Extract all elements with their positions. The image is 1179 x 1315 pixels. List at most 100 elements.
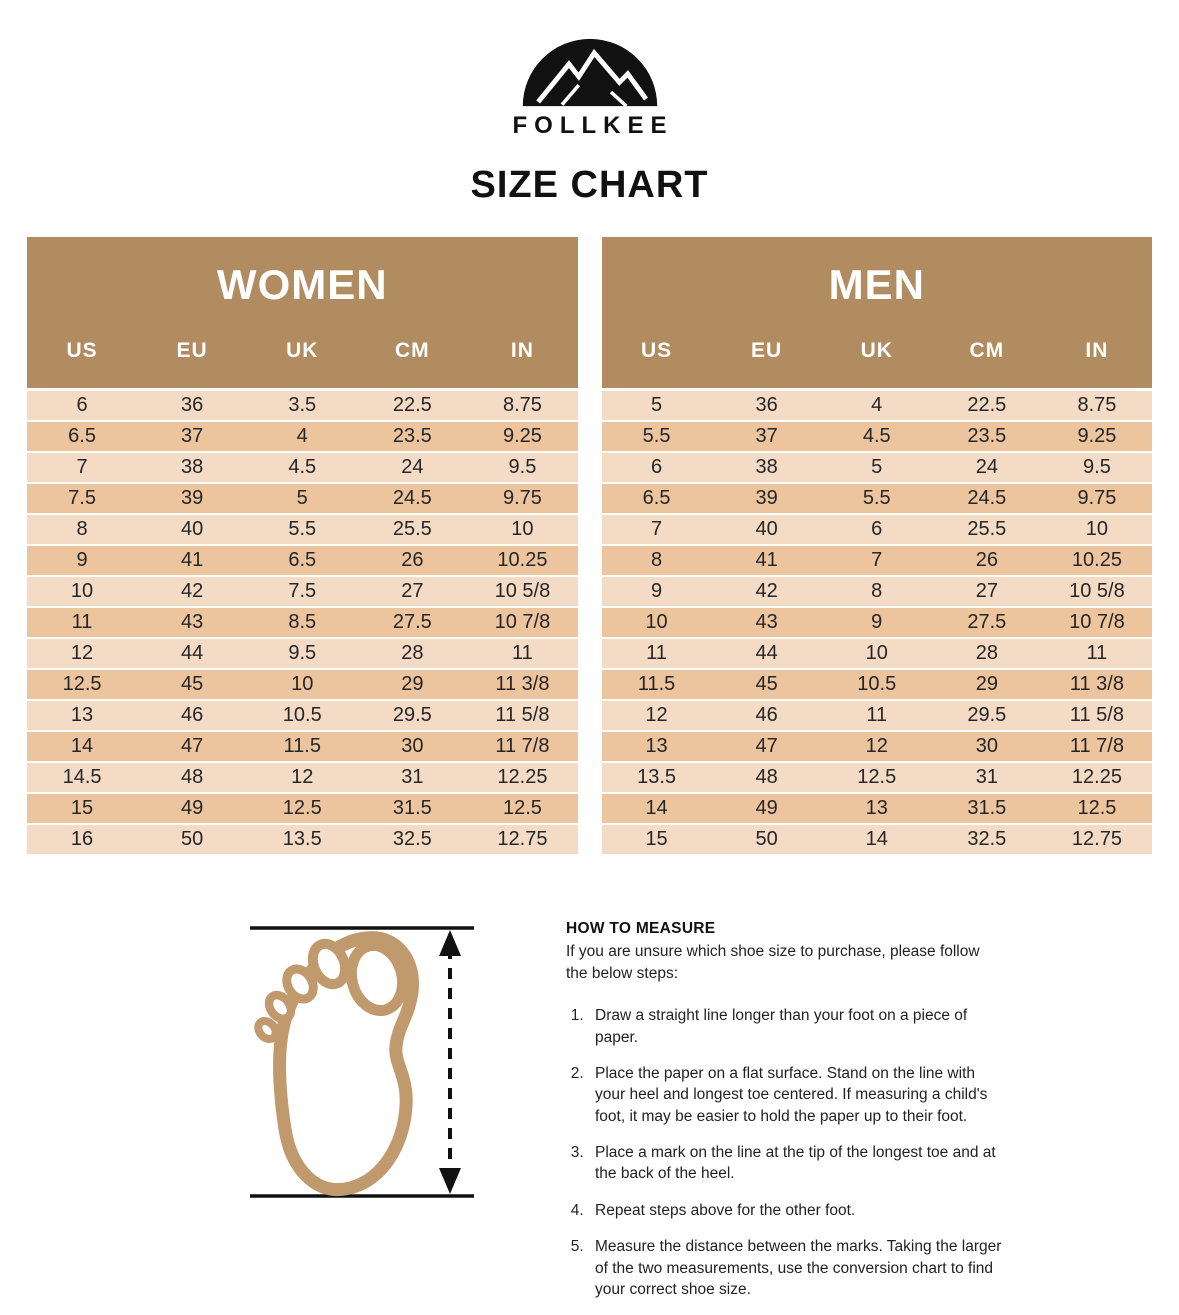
column-headers: US EU UK CM IN: [27, 339, 578, 363]
table-row: 10 42 7.5 27 10 5/8: [27, 577, 578, 606]
table-body: 5 36 4 22.5 8.75 5.5 37 4.5 23.5 9.25 6 38 5 24 9.5 6.5…: [601, 391, 1152, 854]
table-cell: 50: [181, 828, 204, 850]
table-cell: 12: [645, 704, 668, 726]
table-cell: 24.5: [392, 487, 432, 509]
how-to-measure-section: HOW TO MEASURE If you are unsure which s…: [0, 914, 1179, 1315]
table-cell: 4: [871, 394, 883, 416]
table-cell: 22.5: [392, 394, 432, 416]
table-cell: 41: [755, 549, 778, 571]
table-cell: 46: [181, 704, 204, 726]
measure-step: Repeat steps above for the other foot.: [588, 1200, 1002, 1221]
table-title-men: MEN: [828, 261, 925, 308]
table-cell: 12.5: [62, 673, 102, 695]
table-cell: 6: [650, 456, 663, 478]
size-table-women: WOMEN US EU UK CM IN 6 36 3.5 22.5 8.75 6.5 37 4 23.5 9…: [27, 237, 578, 856]
table-cell: 32.5: [967, 828, 1007, 850]
table-cell: 49: [181, 797, 204, 819]
table-row: 11 43 8.5 27.5 10 7/8: [27, 608, 578, 637]
how-to-measure-title: HOW TO MEASURE: [566, 920, 716, 937]
table-row: 6 38 5 24 9.5: [601, 453, 1152, 482]
table-cell: 3.5: [288, 394, 317, 416]
column-header: UK: [860, 339, 893, 362]
table-cell: 27: [975, 580, 998, 602]
table-cell: 10 5/8: [1069, 580, 1125, 602]
table-row: 13.5 48 12.5 31 12.25: [601, 763, 1152, 792]
table-cell: 7: [871, 549, 883, 571]
table-row: 12.5 45 10 29 11 3/8: [27, 670, 578, 699]
table-cell: 29.5: [967, 704, 1007, 726]
table-cell: 31.5: [967, 797, 1007, 819]
header: FOLLKEE SIZE CHART: [0, 0, 1179, 207]
table-cell: 38: [755, 456, 778, 478]
table-row: 13 46 10.5 29.5 11 5/8: [27, 701, 578, 730]
table-cell: 13.5: [637, 766, 677, 788]
table-cell: 27.5: [392, 611, 432, 633]
table-cell: 10.25: [497, 549, 548, 571]
table-cell: 15: [70, 797, 94, 819]
table-cell: 4.5: [862, 425, 891, 447]
table-cell: 8.5: [288, 611, 317, 633]
table-cell: 12.5: [1077, 797, 1117, 819]
table-cell: 37: [181, 425, 204, 447]
table-row: 16 50 13.5 32.5 12.75: [27, 825, 578, 854]
table-cell: 40: [755, 518, 778, 540]
table-cell: 9.25: [502, 425, 542, 447]
table-cell: 5.5: [862, 487, 891, 509]
table-cell: 9: [871, 611, 883, 633]
table-cell: 11: [512, 642, 533, 664]
brand-name: FOLLKEE: [512, 112, 674, 139]
table-cell: 9.75: [502, 487, 542, 509]
table-cell: 29: [401, 673, 424, 695]
table-cell: 6.5: [288, 549, 317, 571]
table-cell: 14: [70, 735, 94, 757]
table-cell: 11.5: [283, 735, 321, 757]
table-cell: 14: [645, 797, 668, 819]
footprint-measure-icon: [250, 926, 474, 1198]
table-cell: 10 7/8: [494, 611, 551, 633]
table-cell: 26: [975, 549, 998, 571]
table-cell: 48: [181, 766, 204, 788]
table-cell: 10: [1085, 518, 1109, 540]
table-cell: 30: [401, 735, 424, 757]
table-cell: 12.75: [497, 828, 548, 850]
table-cell: 11: [1086, 642, 1108, 664]
table-cell: 7.5: [68, 487, 96, 509]
table-cell: 5.5: [642, 425, 671, 447]
table-cell: 10: [70, 580, 94, 602]
table-cell: 11 3/8: [1069, 673, 1124, 695]
table-cell: 27.5: [967, 611, 1007, 633]
measure-step: Measure the distance between the marks. …: [588, 1236, 1002, 1300]
table-cell: 5: [650, 394, 663, 416]
table-row: 14 49 13 31.5 12.5: [601, 794, 1152, 823]
table-cell: 42: [181, 580, 204, 602]
table-cell: 31: [401, 766, 424, 788]
table-cell: 11 3/8: [495, 673, 550, 695]
table-cell: 28: [401, 642, 424, 664]
table-cell: 31: [975, 766, 998, 788]
table-cell: 8.75: [502, 394, 542, 416]
table-row: 9 42 8 27 10 5/8: [601, 577, 1152, 606]
table-cell: 9: [76, 549, 88, 571]
table-cell: 12.25: [1071, 766, 1122, 788]
table-cell: 6: [76, 394, 88, 416]
table-cell: 6: [871, 518, 883, 540]
table-cell: 42: [755, 580, 778, 602]
table-cell: 36: [755, 394, 778, 416]
table-cell: 9.5: [288, 642, 317, 664]
table-row: 8 41 7 26 10.25: [601, 546, 1152, 575]
table-cell: 9.5: [508, 456, 537, 478]
table-body: 6 36 3.5 22.5 8.75 6.5 37 4 23.5 9.25 7 38 4.5 24 9.5 7…: [27, 391, 578, 854]
table-cell: 12.75: [1071, 828, 1122, 850]
table-cell: 36: [181, 394, 204, 416]
table-cell: 48: [755, 766, 778, 788]
table-cell: 29: [975, 673, 998, 695]
table-cell: 5: [871, 456, 883, 478]
table-row: 5.5 37 4.5 23.5 9.25: [601, 422, 1152, 451]
table-cell: 5.5: [288, 518, 317, 540]
table-cell: 13: [70, 704, 94, 726]
table-cell: 43: [181, 611, 204, 633]
table-cell: 13: [645, 735, 668, 757]
table-cell: 12.5: [502, 797, 542, 819]
table-cell: 6.5: [642, 487, 671, 509]
table-cell: 25.5: [392, 518, 432, 540]
